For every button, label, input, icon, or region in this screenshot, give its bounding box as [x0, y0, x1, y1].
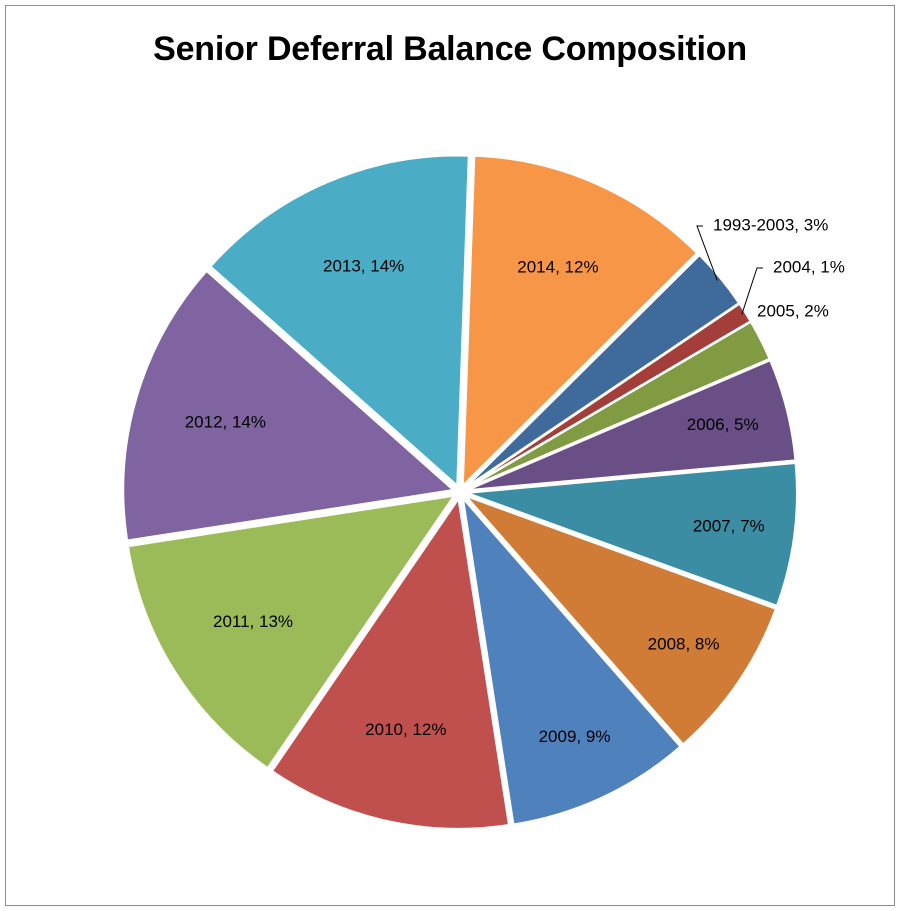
slice-label-2006: 2006, 5% — [687, 415, 759, 434]
leader-line-1993-2003 — [696, 225, 718, 281]
pie-slice-2006 — [466, 358, 797, 492]
slice-label-2012: 2012, 14% — [185, 412, 266, 431]
chart-title: Senior Deferral Balance Composition — [153, 30, 747, 68]
slice-label-2005: 2005, 2% — [757, 301, 829, 320]
leader-line-2004 — [741, 267, 763, 315]
slice-label-2011: 2011, 13% — [213, 612, 293, 631]
leader-lines — [696, 225, 763, 315]
pie-slice-2008 — [465, 495, 778, 746]
pie-slice-2011 — [126, 494, 457, 770]
pie-slice-2009 — [461, 495, 682, 826]
pie-slice-2012 — [122, 269, 456, 542]
slice-label-2008: 2008, 8% — [648, 635, 720, 654]
slice-label-2007: 2007, 7% — [693, 516, 765, 535]
pie-slice-2005 — [465, 320, 771, 490]
pie-slice-2013 — [209, 154, 470, 488]
pie-slice-2007 — [466, 461, 798, 608]
slice-label-1993-2003: 1993-2003, 3% — [713, 215, 828, 234]
pie-slices — [122, 154, 798, 830]
slice-label-2004: 2004, 1% — [773, 257, 845, 276]
slice-label-2010: 2010, 12% — [365, 720, 446, 739]
slice-label-2013: 2013, 14% — [323, 257, 404, 276]
pie-slice-2014 — [461, 154, 699, 489]
pie-slice-2010 — [270, 496, 511, 830]
slice-labels: 2014, 12% 1993-2003, 3% 2004, 1% 2005, 2% 20… — [185, 215, 845, 746]
slice-label-2014: 2014, 12% — [517, 257, 598, 276]
slice-label-2009: 2009, 9% — [539, 727, 611, 746]
